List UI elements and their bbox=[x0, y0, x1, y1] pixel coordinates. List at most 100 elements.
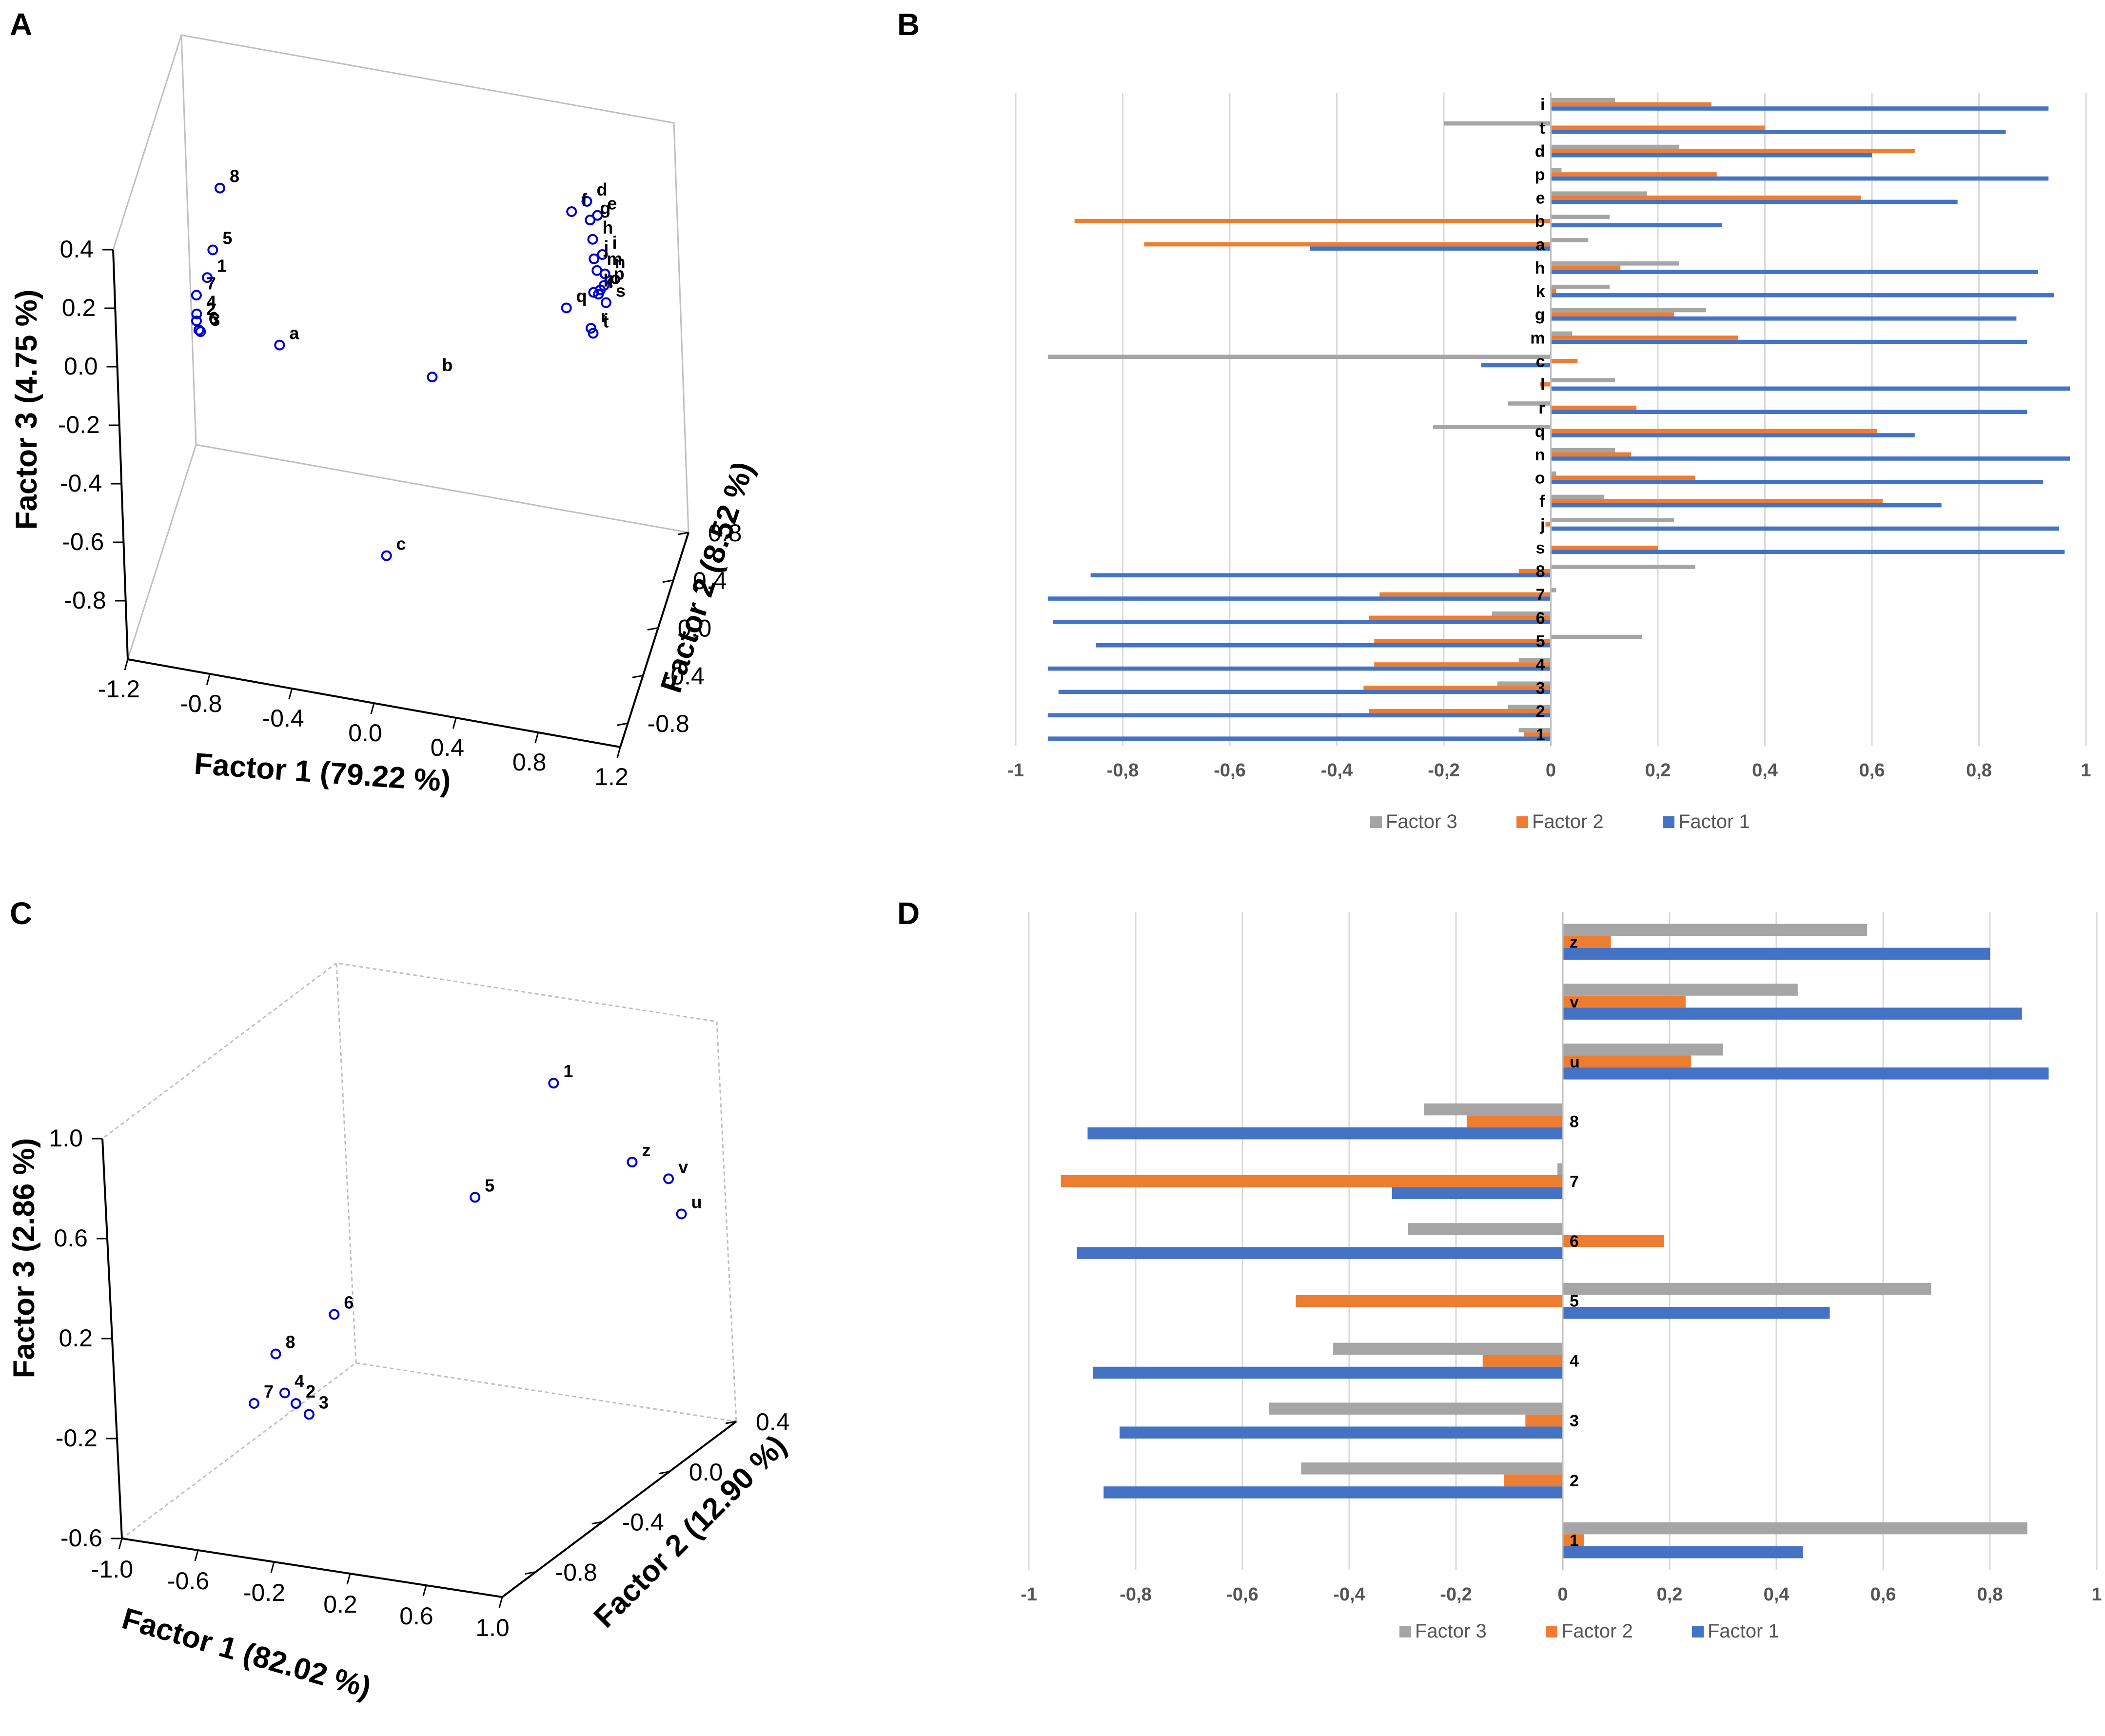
b-bar-factor2-d bbox=[1551, 149, 1915, 153]
b-bar-factor3-r bbox=[1508, 401, 1551, 406]
b-bar-factor2-l bbox=[1540, 382, 1551, 387]
b-bar-factor3-o bbox=[1551, 471, 1556, 476]
b-category-label-4: 4 bbox=[1536, 656, 1545, 674]
a-point-label-o: o bbox=[610, 268, 621, 288]
panel-c-plot: -1.0 -0.6 -0.2 0.2 0.6 1.0 -0.8 -0.4 0.0 0.4 -0.6 -… bbox=[7, 962, 793, 1705]
a-point-label-t: t bbox=[603, 312, 609, 332]
b-bar-factor3-e bbox=[1551, 191, 1648, 196]
c-y-tick-label: 0.0 bbox=[689, 1459, 723, 1486]
d-legend-label-1: Factor 2 bbox=[1561, 1620, 1633, 1642]
d-bar-factor2-z bbox=[1563, 936, 1611, 948]
d-category-label-7: 7 bbox=[1570, 1172, 1579, 1191]
a-point-1 bbox=[201, 272, 213, 283]
b-x-tick-label: 1 bbox=[2081, 760, 2091, 781]
a-point-6 bbox=[193, 324, 204, 335]
b-category-label-3: 3 bbox=[1536, 679, 1545, 697]
b-bar-factor1-i bbox=[1551, 106, 2049, 111]
a-z-axis-line bbox=[112, 249, 129, 660]
b-bar-factor1-h bbox=[1551, 270, 2038, 274]
c-point-label-u: u bbox=[691, 1192, 702, 1212]
c-x-tick-label: -0.2 bbox=[243, 1579, 285, 1606]
b-bar-factor3-g bbox=[1551, 308, 1706, 313]
b-x-tick-label: 0,4 bbox=[1752, 760, 1778, 781]
d-x-tick-label: -1 bbox=[1021, 1584, 1037, 1605]
d-bar-factor3-3 bbox=[1269, 1402, 1563, 1415]
b-bar-factor3-p bbox=[1551, 168, 1562, 173]
d-bar-factor3-1 bbox=[1563, 1522, 2027, 1535]
a-point-label-5: 5 bbox=[222, 228, 232, 248]
a-y-tick-label: -0.4 bbox=[663, 662, 705, 690]
a-z-tick-label: -0.8 bbox=[64, 587, 106, 614]
c-z-tick-label: 0.2 bbox=[59, 1324, 93, 1352]
b-category-label-j: j bbox=[1540, 515, 1545, 534]
b-bar-factor2-q bbox=[1551, 429, 1877, 434]
b-x-tick-label: -0,8 bbox=[1107, 760, 1139, 781]
d-bar-factor1-4 bbox=[1093, 1366, 1563, 1379]
b-bar-factor2-j bbox=[1545, 522, 1551, 527]
panel-b-bar-chart: B -1 -0,8 -0,6 -0,4 -0,2 0 0,2 0,4 0,6 0,8 1 itdpeb… bbox=[897, 7, 2091, 832]
a-x-tick-mark bbox=[288, 688, 293, 700]
b-bar-factor1-4 bbox=[1047, 666, 1551, 671]
panel-b-plot: -1 -0,8 -0,6 -0,4 -0,2 0 0,2 0,4 0,6 0,8 1 itdpebah… bbox=[1007, 93, 2091, 832]
d-category-label-1: 1 bbox=[1570, 1532, 1579, 1550]
d-category-label-u: u bbox=[1570, 1053, 1580, 1071]
panel-c-3d-scatter: C -1.0 -0.6 -0.2 0.2 0.6 1.0 -0.8 -0.4 0.0 0.4 -0.… bbox=[7, 896, 793, 1705]
c-x-tick-mark bbox=[422, 1585, 427, 1597]
b-bar-factor1-r bbox=[1551, 410, 2027, 414]
a-point-3 bbox=[195, 326, 206, 337]
a-x-tick-label: 0.0 bbox=[348, 719, 382, 747]
a-point-7 bbox=[191, 290, 202, 301]
b-bar-factor3-1 bbox=[1518, 728, 1551, 732]
b-bar-factor1-e bbox=[1551, 199, 1958, 204]
b-category-label-f: f bbox=[1539, 493, 1545, 511]
d-legend-swatch-1 bbox=[1546, 1626, 1557, 1637]
panel-d-letter: D bbox=[897, 896, 920, 931]
d-x-tick-label: 0,2 bbox=[1657, 1584, 1683, 1605]
a-point-label-4: 4 bbox=[206, 292, 216, 312]
a-x-tick-mark bbox=[534, 732, 539, 744]
b-bar-factor3-3 bbox=[1497, 681, 1551, 686]
d-category-label-6: 6 bbox=[1570, 1232, 1579, 1251]
d-category-label-2: 2 bbox=[1570, 1472, 1579, 1490]
a-point-label-e: e bbox=[607, 194, 617, 214]
d-x-tick-label: -0,6 bbox=[1226, 1584, 1258, 1605]
d-bar-factor3-4 bbox=[1333, 1342, 1563, 1355]
a-point-j bbox=[589, 253, 600, 264]
b-category-label-m: m bbox=[1530, 329, 1545, 348]
a-point-label-3: 3 bbox=[210, 310, 220, 330]
c-y-tick-label: -0.4 bbox=[622, 1509, 664, 1536]
a-point-label-7: 7 bbox=[206, 273, 216, 293]
a-x-tick-label: -0.8 bbox=[180, 690, 222, 717]
b-bar-factor2-k bbox=[1551, 289, 1556, 294]
b-bar-factor2-r bbox=[1551, 405, 1637, 410]
a-y-tick-mark bbox=[617, 722, 628, 726]
panel-a-plot: -1.2 -0.8 -0.4 0.0 0.4 0.8 1.2 -0.8 -0.4 0.0 0.4 0.… bbox=[10, 34, 760, 798]
b-x-tick-label: 0 bbox=[1546, 760, 1556, 781]
a-point-label-l: l bbox=[608, 272, 613, 292]
d-bar-factor1-z bbox=[1563, 947, 1990, 960]
c-point-label-7: 7 bbox=[264, 1381, 274, 1401]
d-bar-factor1-3 bbox=[1120, 1426, 1563, 1439]
d-bar-factor1-8 bbox=[1087, 1127, 1563, 1140]
c-point-label-5: 5 bbox=[485, 1175, 494, 1195]
panel-a-3d-scatter: A -1.2 -0.8 -0.4 0.0 0.4 0.8 1.2 -0.8 -0.4 0.0 0.4… bbox=[10, 7, 760, 798]
b-category-label-l: l bbox=[1540, 375, 1545, 394]
b-bar-factor2-f bbox=[1551, 499, 1883, 503]
a-point-label-f: f bbox=[581, 190, 588, 210]
a-x-tick-mark bbox=[206, 673, 211, 685]
a-z-tick-label: 0.0 bbox=[64, 353, 98, 380]
b-category-label-a: a bbox=[1536, 236, 1546, 254]
b-bar-factor3-k bbox=[1551, 284, 1610, 289]
b-bar-factor2-6 bbox=[1369, 615, 1551, 620]
a-y-tick-label: 0.0 bbox=[678, 615, 712, 642]
b-bar-factor3-a bbox=[1551, 238, 1589, 242]
b-category-label-5: 5 bbox=[1536, 632, 1545, 651]
d-category-label-4: 4 bbox=[1570, 1352, 1579, 1370]
d-bar-factor3-z bbox=[1563, 924, 1868, 936]
a-point-label-j: j bbox=[603, 237, 609, 257]
a-point-p bbox=[598, 280, 610, 291]
b-category-label-e: e bbox=[1536, 189, 1545, 207]
d-bar-factor1-v bbox=[1563, 1007, 2022, 1020]
b-category-label-8: 8 bbox=[1536, 562, 1545, 581]
c-x-tick-label: 0.6 bbox=[399, 1602, 433, 1630]
